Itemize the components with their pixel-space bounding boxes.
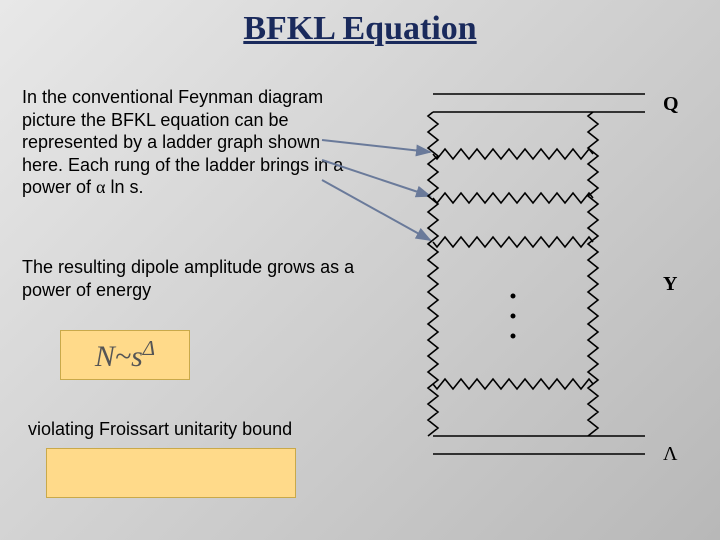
feynman-ladder-diagram: Q Y Λ: [395, 80, 695, 480]
svg-text:Q: Q: [663, 93, 679, 115]
svg-text:Λ: Λ: [663, 443, 678, 465]
svg-text:Y: Y: [663, 273, 678, 295]
